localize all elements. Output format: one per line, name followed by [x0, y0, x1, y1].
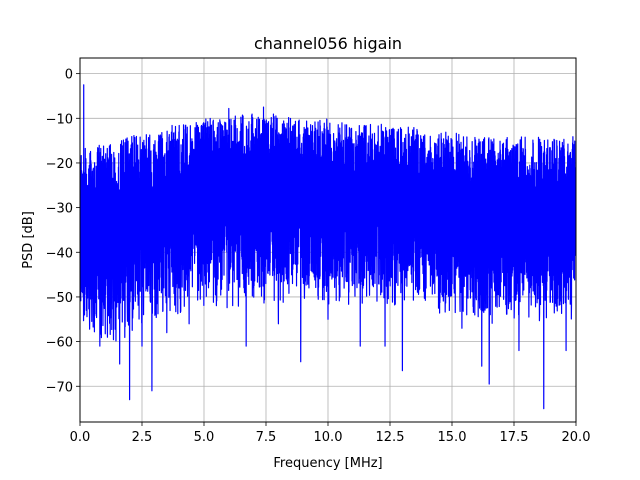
x-tick-label: 17.5: [500, 430, 529, 445]
y-tick-label: −60: [46, 336, 73, 351]
x-tick-label: 2.5: [132, 430, 153, 445]
y-tick-label: −70: [46, 380, 73, 395]
y-tick-label: −40: [46, 246, 73, 261]
x-tick-label: 15.0: [438, 430, 467, 445]
x-tick-label: 20.0: [562, 430, 591, 445]
y-tick-label: −50: [46, 291, 73, 306]
x-tick-label: 0.0: [70, 430, 91, 445]
x-tick-label: 10.0: [314, 430, 343, 445]
plot-area: [80, 84, 576, 410]
y-tick-label: −10: [46, 112, 73, 127]
series-layer: [80, 84, 576, 410]
chart-title: channel056 higain: [254, 34, 402, 53]
x-tick-label: 12.5: [376, 430, 405, 445]
x-axis: 0.0 2.5 5.0 7.5 10.0 12.5 15.0 17.5 20.0: [70, 422, 591, 445]
y-axis: 0 −10 −20 −30 −40 −50 −60 −70: [46, 68, 80, 395]
y-tick-label: −20: [46, 157, 73, 172]
x-axis-label: Frequency [MHz]: [273, 456, 382, 471]
x-tick-label: 5.0: [194, 430, 215, 445]
x-tick-label: 7.5: [256, 430, 277, 445]
y-axis-label: PSD [dB]: [21, 211, 36, 269]
y-tick-label: −30: [46, 202, 73, 217]
y-tick-label: 0: [65, 68, 73, 83]
